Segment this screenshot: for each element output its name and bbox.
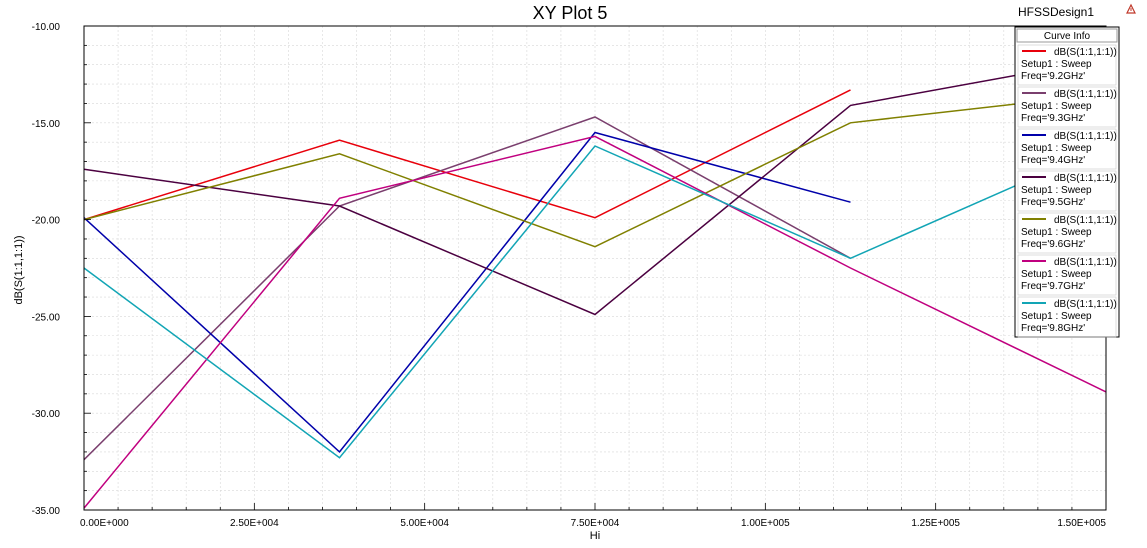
legend[interactable]: Curve Info dB(S(1:1,1:1))Setup1 : SweepF… [1014,26,1120,338]
legend-expr: dB(S(1:1,1:1)) [1054,47,1117,58]
y-tick-label: -15.00 [32,119,61,130]
series-line-4[interactable] [83,58,1107,316]
y-tick-label: -20.00 [32,216,61,227]
series-line-7[interactable] [83,145,1107,459]
legend-title: Curve Info [1044,31,1091,42]
y-tick-labels: -10.00 -15.00 -20.00 -25.00 -30.00 -35.00 [32,22,61,517]
x-axis-label: Hi [590,530,600,542]
y-tick-label: -30.00 [32,409,61,420]
legend-expr: dB(S(1:1,1:1)) [1054,173,1117,184]
series-layer [83,58,1107,509]
legend-item[interactable]: dB(S(1:1,1:1))Setup1 : SweepFreq='9.2GHz… [1017,44,1117,86]
series-line-2[interactable] [83,116,851,461]
legend-box [1014,26,1120,338]
legend-expr: dB(S(1:1,1:1)) [1054,257,1117,268]
legend-expr: dB(S(1:1,1:1)) [1054,89,1117,100]
series-line-1[interactable] [83,89,851,221]
legend-freq: Freq='9.5GHz' [1021,197,1085,208]
legend-expr: dB(S(1:1,1:1)) [1054,215,1117,226]
legend-item-border [1017,170,1117,212]
legend-item-border [1017,296,1117,338]
x-tick-label: 1.00E+005 [741,518,790,529]
legend-freq: Freq='9.7GHz' [1021,281,1085,292]
legend-item[interactable]: dB(S(1:1,1:1))Setup1 : SweepFreq='9.4GHz… [1017,128,1117,170]
legend-setup: Setup1 : Sweep [1021,311,1092,322]
legend-item[interactable]: dB(S(1:1,1:1))Setup1 : SweepFreq='9.3GHz… [1017,86,1117,128]
x-tick-label: 1.25E+005 [911,518,960,529]
x-tick-label: 1.50E+005 [1057,518,1106,529]
series-line-5[interactable] [83,93,1107,248]
legend-setup: Setup1 : Sweep [1021,269,1092,280]
legend-item-border [1017,212,1117,254]
legend-freq: Freq='9.8GHz' [1021,323,1085,334]
y-tick-label: -25.00 [32,312,61,323]
legend-setup: Setup1 : Sweep [1021,143,1092,154]
y-tick-label: -35.00 [32,506,61,517]
x-tick-label: 2.50E+004 [230,518,279,529]
legend-item[interactable]: dB(S(1:1,1:1))Setup1 : SweepFreq='9.5GHz… [1017,170,1117,212]
legend-header [1016,28,1118,43]
legend-freq: Freq='9.2GHz' [1021,71,1085,82]
legend-freq: Freq='9.4GHz' [1021,155,1085,166]
legend-item-border [1017,128,1117,170]
legend-item-border [1017,254,1117,296]
design-name: HFSSDesign1 [1018,5,1094,19]
x-tick-label: 0.00E+000 [80,518,129,529]
grid [84,26,1106,510]
y-tick-label: -10.00 [32,22,61,33]
legend-item-border [1017,44,1117,86]
warning-icon[interactable] [1126,3,1136,14]
legend-expr: dB(S(1:1,1:1)) [1054,299,1117,310]
x-tick-label: 5.00E+004 [400,518,449,529]
legend-item[interactable]: dB(S(1:1,1:1))Setup1 : SweepFreq='9.8GHz… [1017,296,1117,338]
legend-item-border [1017,86,1117,128]
x-tick-label: 7.50E+004 [571,518,620,529]
x-tick-labels: 0.00E+000 2.50E+004 5.00E+004 7.50E+004 1.00… [80,518,1106,529]
legend-item[interactable]: dB(S(1:1,1:1))Setup1 : SweepFreq='9.6GHz… [1017,212,1117,254]
legend-freq: Freq='9.3GHz' [1021,113,1085,124]
legend-setup: Setup1 : Sweep [1021,101,1092,112]
chart-title: XY Plot 5 [533,3,608,23]
legend-expr: dB(S(1:1,1:1)) [1054,131,1117,142]
series-line-3[interactable] [83,131,851,453]
y-axis-label: dB(S(1:1,1:1)) [13,235,25,304]
legend-freq: Freq='9.6GHz' [1021,239,1085,250]
legend-item[interactable]: dB(S(1:1,1:1))Setup1 : SweepFreq='9.7GHz… [1017,254,1117,296]
legend-setup: Setup1 : Sweep [1021,227,1092,238]
series-line-6[interactable] [83,135,1107,509]
legend-setup: Setup1 : Sweep [1021,59,1092,70]
axis-ticks [83,25,1107,511]
legend-setup: Setup1 : Sweep [1021,185,1092,196]
